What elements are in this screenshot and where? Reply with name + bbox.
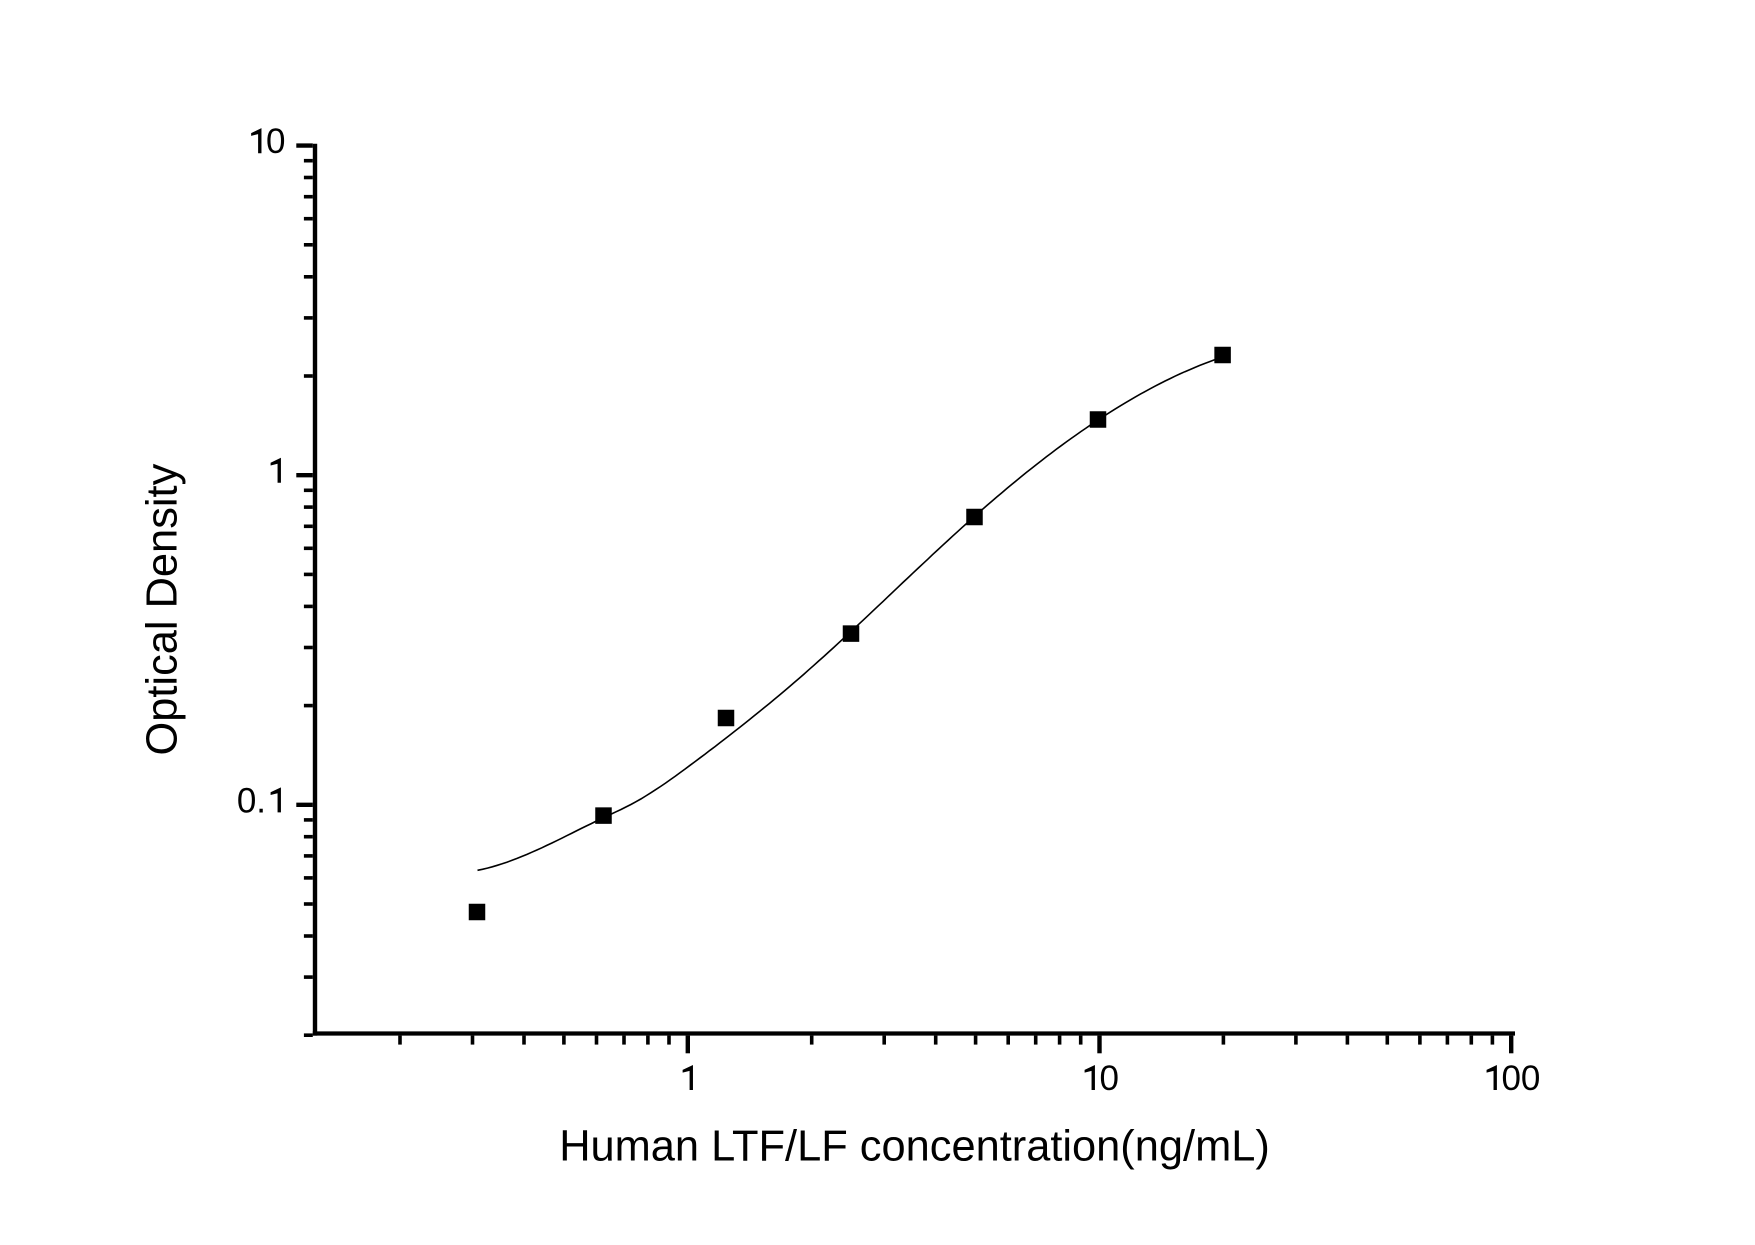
svg-text:00: 00 [1501,1059,1540,1098]
svg-text:0: 0 [1100,1059,1119,1098]
svg-text:0.: 0. [237,781,266,820]
svg-text:Optical Density: Optical Density [139,463,187,755]
svg-text:0: 0 [266,122,285,161]
svg-text:Human LTF/LF concentration(ng/: Human LTF/LF concentration(ng/mL) [559,1122,1270,1170]
